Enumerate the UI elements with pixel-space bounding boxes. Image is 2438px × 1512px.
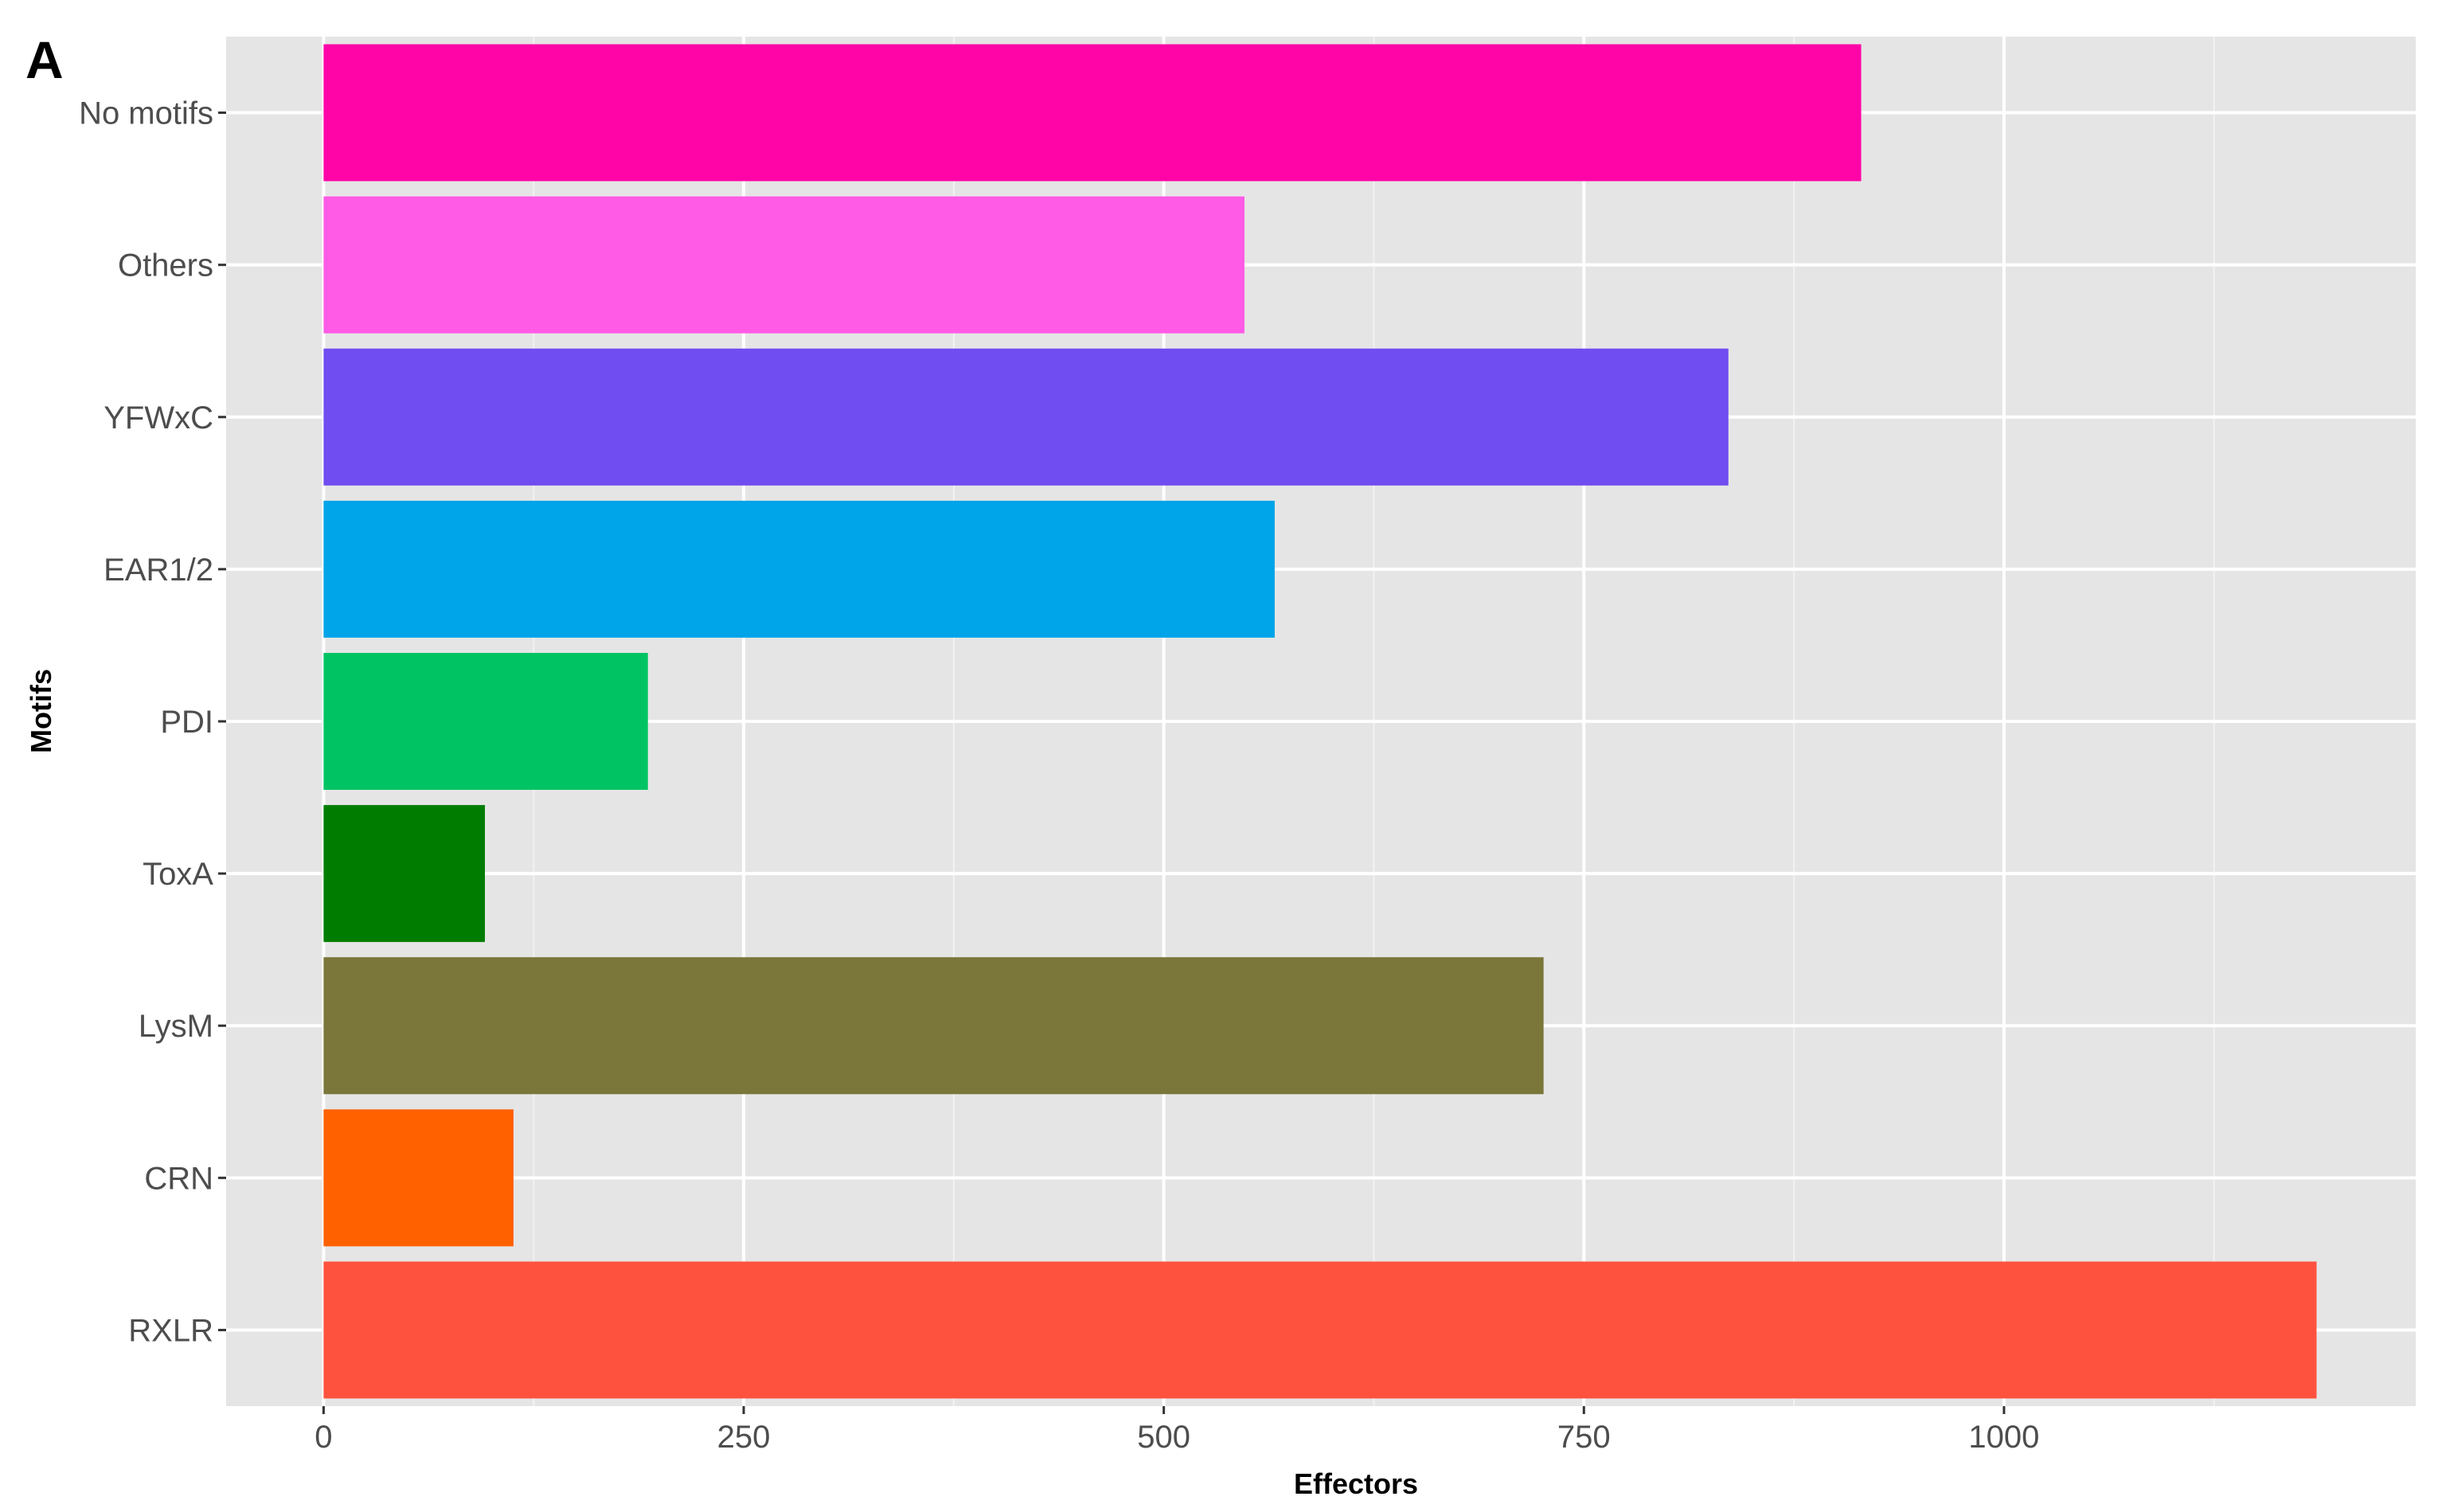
x-tick-label: 1000 <box>1968 1420 2039 1455</box>
bar <box>323 44 1862 182</box>
bars <box>323 44 2317 1399</box>
bar <box>323 348 1729 486</box>
bar <box>323 1261 2317 1399</box>
bar <box>323 957 1544 1095</box>
x-axis-title: Effectors <box>1294 1467 1418 1500</box>
y-tick-label: No motifs <box>79 96 213 131</box>
y-tick-label: ToxA <box>143 857 213 892</box>
y-axis-title: Motifs <box>25 669 57 753</box>
x-tick-label: 750 <box>1557 1420 1611 1455</box>
bar <box>323 805 486 943</box>
y-tick-label: YFWxC <box>104 400 213 436</box>
bar <box>323 196 1244 334</box>
x-tick-label: 250 <box>717 1420 771 1455</box>
bar <box>323 1109 514 1247</box>
y-axis: No motifs Others YFWxC EAR1/2 PDI ToxA LysM CRN… <box>79 96 226 1348</box>
y-tick-label: LysM <box>139 1009 213 1044</box>
x-tick-label: 0 <box>315 1420 332 1455</box>
y-tick-label: CRN <box>144 1161 213 1196</box>
bar <box>323 500 1275 638</box>
x-tick-label: 500 <box>1137 1420 1190 1455</box>
y-tick-label: EAR1/2 <box>104 553 213 588</box>
y-tick-label: RXLR <box>128 1313 213 1348</box>
bar <box>323 653 648 790</box>
x-axis: 0 250 500 750 1000 <box>315 1406 2039 1455</box>
y-tick-label: Others <box>118 248 213 283</box>
y-tick-label: PDI <box>160 705 213 740</box>
panel-label: A <box>25 30 64 89</box>
